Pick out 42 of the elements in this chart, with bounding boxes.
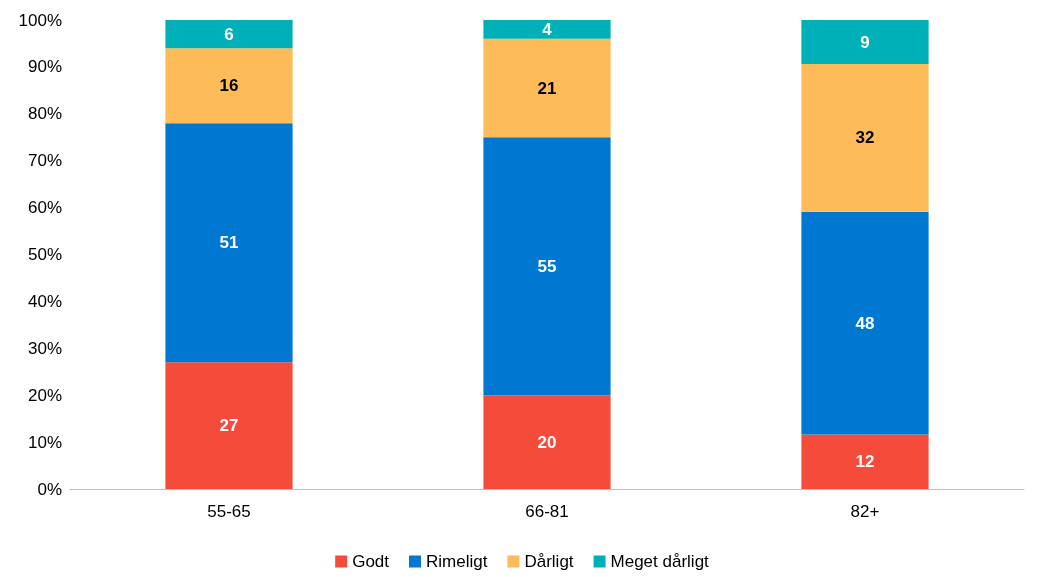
y-tick-label: 60% xyxy=(27,198,62,218)
data-label: 6 xyxy=(224,24,234,44)
bar xyxy=(165,20,293,49)
bar xyxy=(801,20,929,65)
data-label: 12 xyxy=(855,452,875,472)
bar xyxy=(483,137,611,396)
y-tick-label: 0% xyxy=(37,479,62,499)
bar xyxy=(483,395,611,489)
y-tick-label: 20% xyxy=(27,385,62,405)
y-tick-label: 40% xyxy=(27,291,62,311)
legend-label: Rimeligt xyxy=(426,552,488,571)
bar xyxy=(165,48,293,124)
data-label: 32 xyxy=(855,128,875,148)
data-label: 48 xyxy=(855,313,875,333)
data-label: 21 xyxy=(537,78,557,98)
data-label: 16 xyxy=(219,76,239,96)
y-tick-label: 100% xyxy=(18,10,62,30)
bar xyxy=(165,362,293,489)
data-label: 27 xyxy=(219,416,239,436)
x-tick-label: 66-81 xyxy=(525,502,569,521)
bar xyxy=(801,434,929,489)
y-tick-label: 30% xyxy=(27,338,62,358)
data-label: 9 xyxy=(860,32,870,52)
data-label: 55 xyxy=(537,256,557,276)
bar xyxy=(483,20,611,39)
bar xyxy=(165,123,293,363)
data-label: 51 xyxy=(219,233,239,253)
bar xyxy=(801,64,929,212)
x-tick-label: 55-65 xyxy=(207,502,251,521)
y-tick-label: 10% xyxy=(27,432,62,452)
bar xyxy=(801,211,929,435)
y-tick-label: 50% xyxy=(27,245,62,264)
data-label: 20 xyxy=(537,432,557,452)
data-label: 4 xyxy=(542,19,553,39)
legend-label: Godt xyxy=(352,552,390,571)
y-tick-label: 90% xyxy=(27,57,62,77)
x-tick-label: 82+ xyxy=(850,502,880,521)
legend-label: Dårligt xyxy=(524,552,574,571)
y-tick-label: 70% xyxy=(27,151,62,171)
y-tick-label: 80% xyxy=(27,104,62,124)
bar xyxy=(483,38,611,138)
legend-label: Meget dårligt xyxy=(610,552,710,571)
